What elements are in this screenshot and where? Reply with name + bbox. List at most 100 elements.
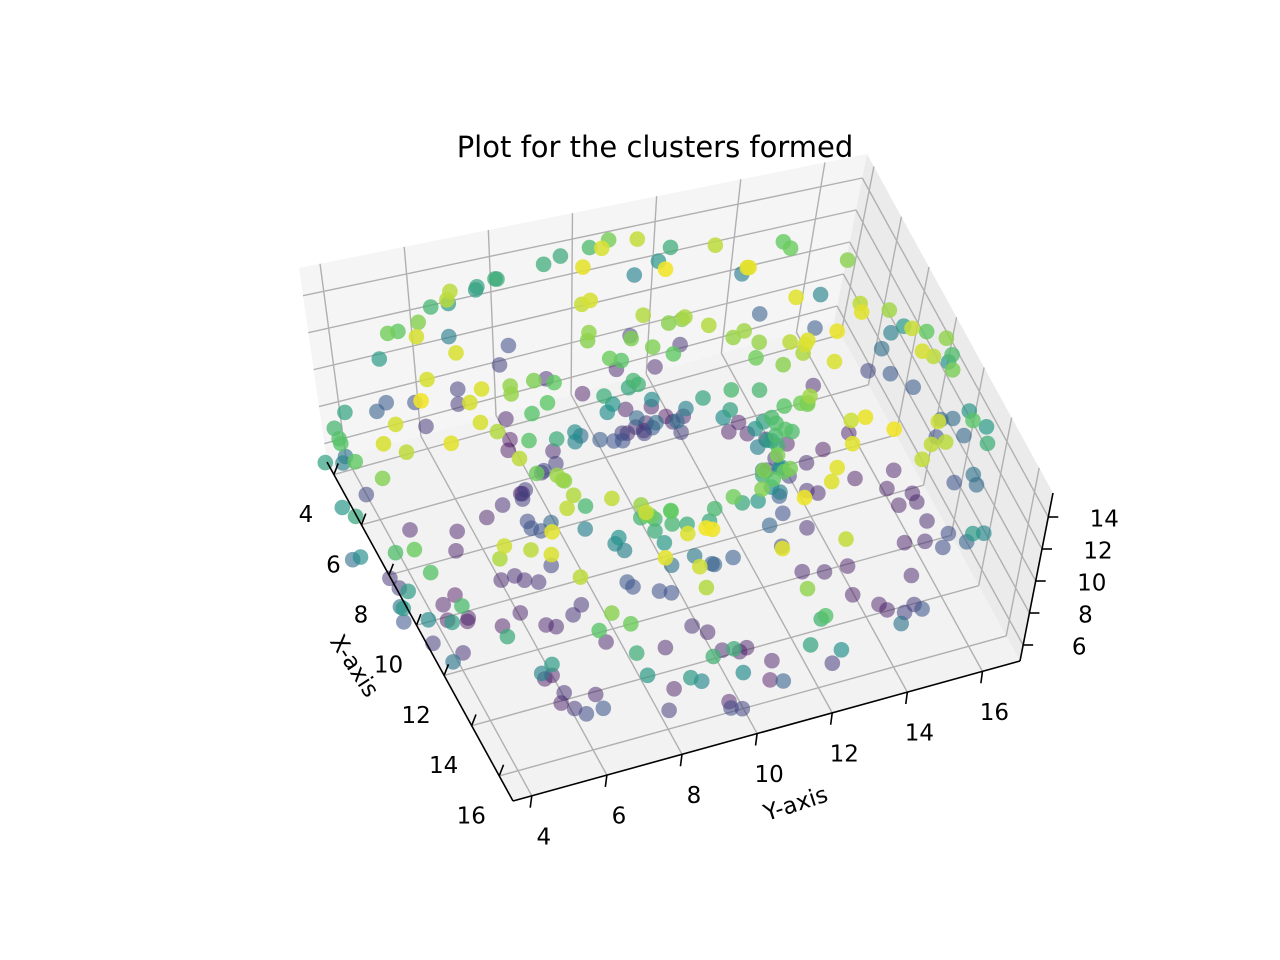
chart-title: Plot for the clusters formed	[457, 130, 854, 164]
data-point	[905, 379, 921, 396]
data-point	[796, 489, 813, 506]
data-point	[944, 347, 960, 363]
data-point	[839, 558, 856, 574]
data-point	[487, 271, 503, 287]
data-point	[816, 564, 833, 580]
data-point	[408, 328, 425, 345]
data-point	[707, 237, 724, 253]
data-point	[774, 540, 791, 557]
data-point	[572, 569, 589, 585]
data-point	[538, 617, 554, 633]
z-tick-label: 8	[1078, 603, 1093, 629]
data-point	[337, 404, 353, 421]
grid-line-y	[487, 229, 497, 416]
data-point	[499, 628, 516, 645]
x-tick-label-mark	[498, 764, 505, 777]
data-point	[722, 402, 738, 418]
grid-line-y	[319, 263, 347, 457]
x-tick-label-mark	[360, 513, 367, 526]
data-point	[472, 414, 489, 431]
data-point	[833, 642, 850, 658]
data-point	[587, 686, 604, 703]
data-point	[489, 423, 506, 440]
data-point	[723, 382, 740, 398]
data-point	[978, 419, 995, 435]
data-point	[699, 624, 716, 640]
data-point	[903, 567, 920, 584]
y-tick-label-mark	[829, 712, 834, 725]
data-point	[800, 332, 816, 349]
grid-line-y	[570, 213, 574, 395]
y-tick-label-mark	[679, 754, 683, 767]
z-tick-label: 14	[1090, 507, 1119, 533]
x-tick-label: 4	[299, 502, 314, 528]
y-tick-label-mark	[529, 795, 533, 808]
data-point	[748, 350, 764, 366]
data-point	[799, 580, 816, 597]
data-point	[473, 381, 490, 397]
data-point	[775, 505, 791, 522]
data-point	[596, 388, 612, 404]
x-tick-label-mark	[443, 663, 450, 676]
data-point	[829, 323, 845, 340]
data-point	[704, 555, 720, 572]
data-point	[395, 600, 412, 617]
axis-lines	[326, 461, 1059, 808]
data-point	[379, 325, 396, 342]
grid-line-z	[849, 241, 1037, 582]
data-point	[503, 386, 519, 402]
data-point	[914, 601, 930, 617]
data-point	[885, 462, 902, 479]
data-point	[604, 605, 620, 621]
x-tick-label: 8	[354, 603, 369, 629]
data-point	[448, 345, 464, 361]
data-point	[625, 372, 642, 389]
data-point	[651, 583, 668, 599]
data-point	[662, 239, 679, 256]
data-point	[548, 618, 564, 635]
data-point	[706, 500, 723, 517]
data-point	[896, 534, 913, 551]
data-point	[661, 702, 677, 719]
data-point	[565, 487, 582, 504]
data-point	[577, 521, 593, 537]
data-point	[629, 410, 645, 426]
data-point	[352, 549, 369, 565]
data-point	[721, 424, 737, 440]
data-point	[514, 491, 531, 507]
data-point	[581, 239, 598, 256]
grid-line-y	[720, 352, 908, 693]
data-point	[741, 259, 757, 276]
grid-line-y	[345, 456, 533, 797]
data-point	[544, 524, 560, 540]
data-point	[617, 401, 634, 418]
data-point	[524, 405, 540, 422]
y-tick-label: 14	[905, 721, 934, 747]
y-tick-label: 4	[536, 824, 551, 850]
data-point	[500, 337, 517, 354]
data-point	[647, 359, 663, 375]
data-point	[860, 363, 876, 379]
data-point	[626, 267, 643, 283]
data-point	[782, 460, 798, 477]
data-point	[847, 470, 863, 487]
data-point	[680, 525, 696, 542]
data-point	[857, 409, 874, 426]
data-point	[511, 450, 528, 467]
data-point	[918, 323, 935, 340]
x-tick-label: 12	[401, 703, 430, 729]
data-point	[871, 596, 887, 613]
data-point	[751, 306, 768, 322]
data-point	[644, 339, 661, 355]
grid-line-x	[867, 216, 903, 385]
grid-line-x	[895, 266, 930, 436]
data-point	[549, 467, 565, 484]
data-point	[387, 544, 404, 561]
grid-line-x	[950, 367, 985, 536]
grid-line-z	[836, 305, 1024, 646]
data-point	[410, 314, 427, 331]
data-point	[762, 672, 778, 688]
data-point	[455, 645, 471, 661]
data-point	[838, 531, 854, 547]
data-point	[844, 587, 861, 603]
